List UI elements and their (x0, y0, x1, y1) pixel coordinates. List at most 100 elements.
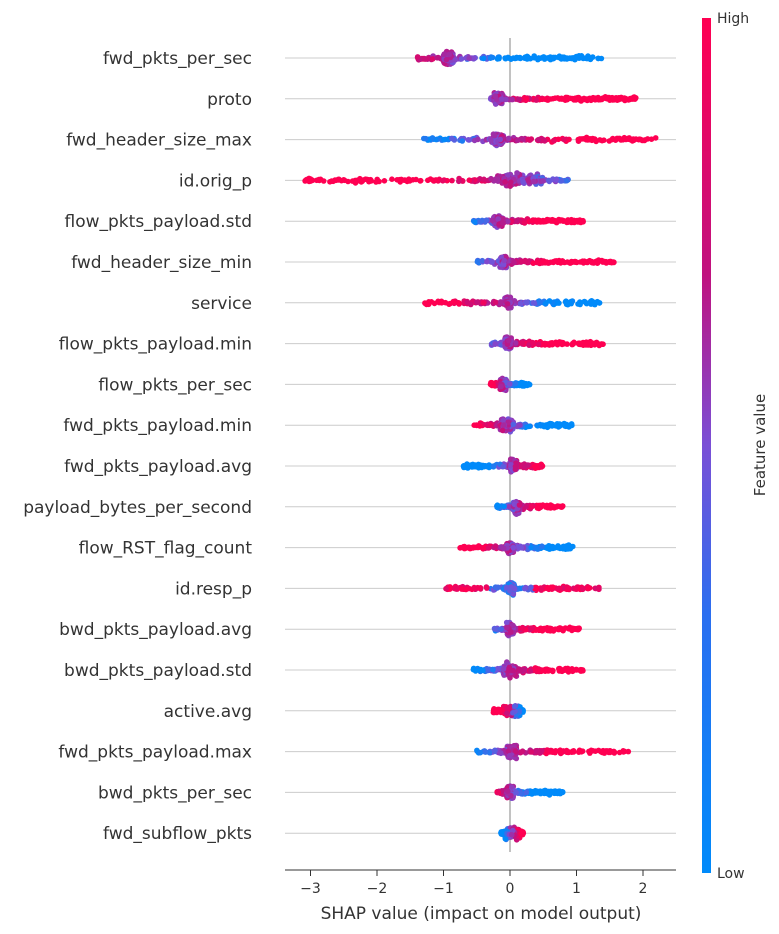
shap-point (488, 379, 494, 386)
shap-point (577, 301, 583, 308)
shap-point (471, 584, 478, 591)
shap-point (510, 544, 517, 551)
shap-point (575, 137, 582, 143)
shap-point (595, 55, 602, 62)
shap-point (505, 337, 512, 344)
shap-point (535, 667, 541, 674)
shap-point (356, 178, 362, 184)
shap-point (495, 789, 502, 796)
shap-point (553, 258, 560, 264)
shap-point (572, 259, 578, 265)
shap-point (510, 710, 516, 716)
shap-point (506, 664, 513, 671)
shap-point (316, 176, 322, 183)
shap-point (569, 95, 575, 102)
beeswarm-dots (302, 48, 659, 843)
shap-point (417, 177, 424, 184)
shap-point (422, 135, 429, 142)
shap-point (481, 176, 487, 183)
shap-point (514, 137, 521, 144)
shap-point (539, 543, 545, 549)
shap-point (500, 666, 507, 672)
shap-point (499, 427, 506, 434)
shap-point (578, 341, 585, 347)
shap-point (616, 749, 623, 756)
shap-point (563, 301, 570, 308)
shap-point (549, 423, 555, 429)
shap-point (479, 257, 486, 264)
shap-point (484, 585, 490, 591)
shap-point (519, 624, 526, 631)
shap-point (540, 788, 546, 795)
shap-point (441, 51, 448, 57)
shap-point (491, 707, 497, 713)
shap-point (511, 259, 517, 266)
shap-point (376, 178, 382, 185)
shap-point (505, 172, 511, 178)
shap-point (570, 749, 577, 755)
shap-point (492, 341, 498, 348)
shap-point (586, 748, 592, 755)
shap-point (431, 300, 438, 307)
shap-point (592, 301, 598, 308)
shap-point (552, 504, 558, 510)
shap-point (512, 380, 519, 387)
shap-point (491, 132, 498, 139)
shap-point (488, 175, 494, 182)
shap-point (482, 463, 489, 469)
shap-point (584, 137, 591, 143)
shap-point (627, 95, 633, 102)
shap-point (534, 505, 541, 511)
shap-point (574, 625, 581, 632)
shap-point (652, 135, 659, 141)
shap-point (644, 136, 651, 142)
shap-point (512, 463, 519, 470)
shap-point (522, 585, 528, 592)
shap-point (511, 703, 518, 710)
shap-point (574, 218, 581, 224)
shap-point (535, 136, 542, 143)
shap-point (504, 710, 510, 717)
shap-point (525, 177, 531, 183)
shap-point (389, 176, 395, 182)
shap-point (466, 177, 473, 183)
shap-point (633, 95, 639, 101)
shap-point (482, 217, 489, 224)
shap-point (480, 667, 486, 674)
shap-point (555, 626, 562, 633)
shap-point (503, 619, 510, 626)
shap-point (487, 422, 494, 428)
shap-point (630, 136, 637, 142)
shap-point (575, 96, 581, 102)
shap-point (523, 95, 530, 102)
shap-point (505, 54, 511, 61)
shap-point (528, 749, 534, 755)
shap-point (542, 341, 548, 348)
shap-point (541, 96, 548, 102)
shap-point (500, 463, 506, 470)
shap-point (516, 502, 523, 508)
shap-point (584, 259, 591, 266)
shap-point (555, 217, 562, 224)
shap-point (611, 749, 618, 755)
shap-point (579, 586, 586, 592)
shap-point (320, 178, 327, 184)
shap-point (475, 136, 481, 143)
shap-point (490, 666, 496, 673)
shap-point (487, 55, 494, 61)
shap-point (430, 56, 436, 62)
shap-point (500, 220, 506, 226)
shap-point (514, 170, 520, 176)
shap-point (335, 177, 342, 183)
shap-point (494, 665, 501, 672)
shap-point (508, 179, 514, 186)
shap-point (598, 341, 605, 347)
shap-point (593, 258, 600, 265)
shap-point (489, 259, 495, 265)
shap-point (565, 217, 571, 223)
shap-point (492, 626, 498, 632)
shap-point (474, 299, 480, 306)
shap-point (512, 748, 519, 754)
shap-point (590, 341, 596, 347)
shap-point (530, 178, 537, 185)
